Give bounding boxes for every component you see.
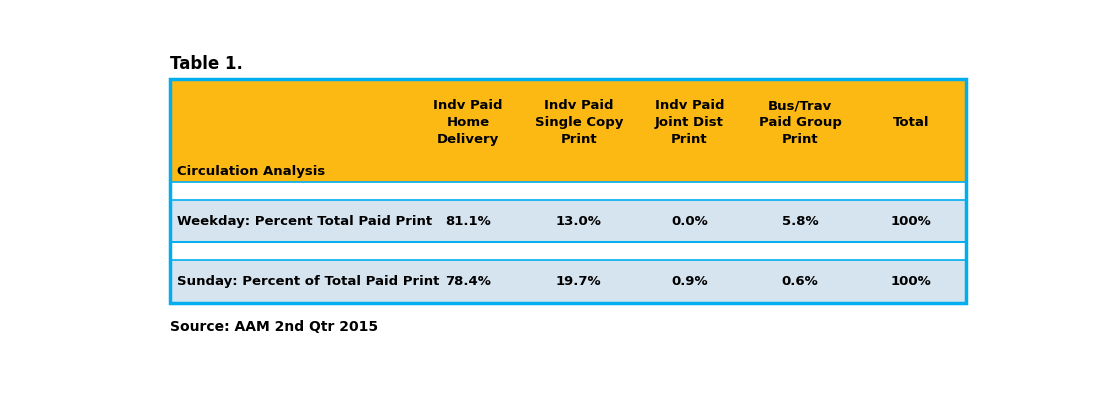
Text: 0.0%: 0.0%	[671, 215, 707, 228]
Text: 100%: 100%	[890, 275, 932, 288]
Bar	[169, 182, 966, 200]
Text: Source: AAM 2nd Qtr 2015: Source: AAM 2nd Qtr 2015	[169, 320, 378, 334]
Text: 0.9%: 0.9%	[671, 275, 707, 288]
Bar	[169, 79, 966, 182]
Text: Indv Paid
Single Copy
Print: Indv Paid Single Copy Print	[535, 99, 623, 146]
Text: 5.8%: 5.8%	[782, 215, 818, 228]
Bar	[169, 200, 966, 242]
Text: Bus/Trav
Paid Group
Print: Bus/Trav Paid Group Print	[759, 99, 842, 146]
Text: 81.1%: 81.1%	[446, 215, 491, 228]
Text: 100%: 100%	[890, 215, 932, 228]
Text: Circulation Analysis: Circulation Analysis	[177, 165, 324, 178]
Text: Weekday: Percent Total Paid Print: Weekday: Percent Total Paid Print	[177, 215, 432, 228]
Text: Table 1.: Table 1.	[169, 55, 243, 73]
Text: 0.6%: 0.6%	[782, 275, 818, 288]
Text: 13.0%: 13.0%	[556, 215, 602, 228]
Text: Total: Total	[892, 116, 929, 129]
Text: Sunday: Percent of Total Paid Print: Sunday: Percent of Total Paid Print	[177, 275, 439, 288]
Text: 19.7%: 19.7%	[556, 275, 602, 288]
Text: Indv Paid
Home
Delivery: Indv Paid Home Delivery	[433, 99, 503, 146]
Text: Indv Paid
Joint Dist
Print: Indv Paid Joint Dist Print	[654, 99, 724, 146]
Text: 78.4%: 78.4%	[446, 275, 491, 288]
Bar	[169, 242, 966, 260]
Bar	[169, 260, 966, 303]
